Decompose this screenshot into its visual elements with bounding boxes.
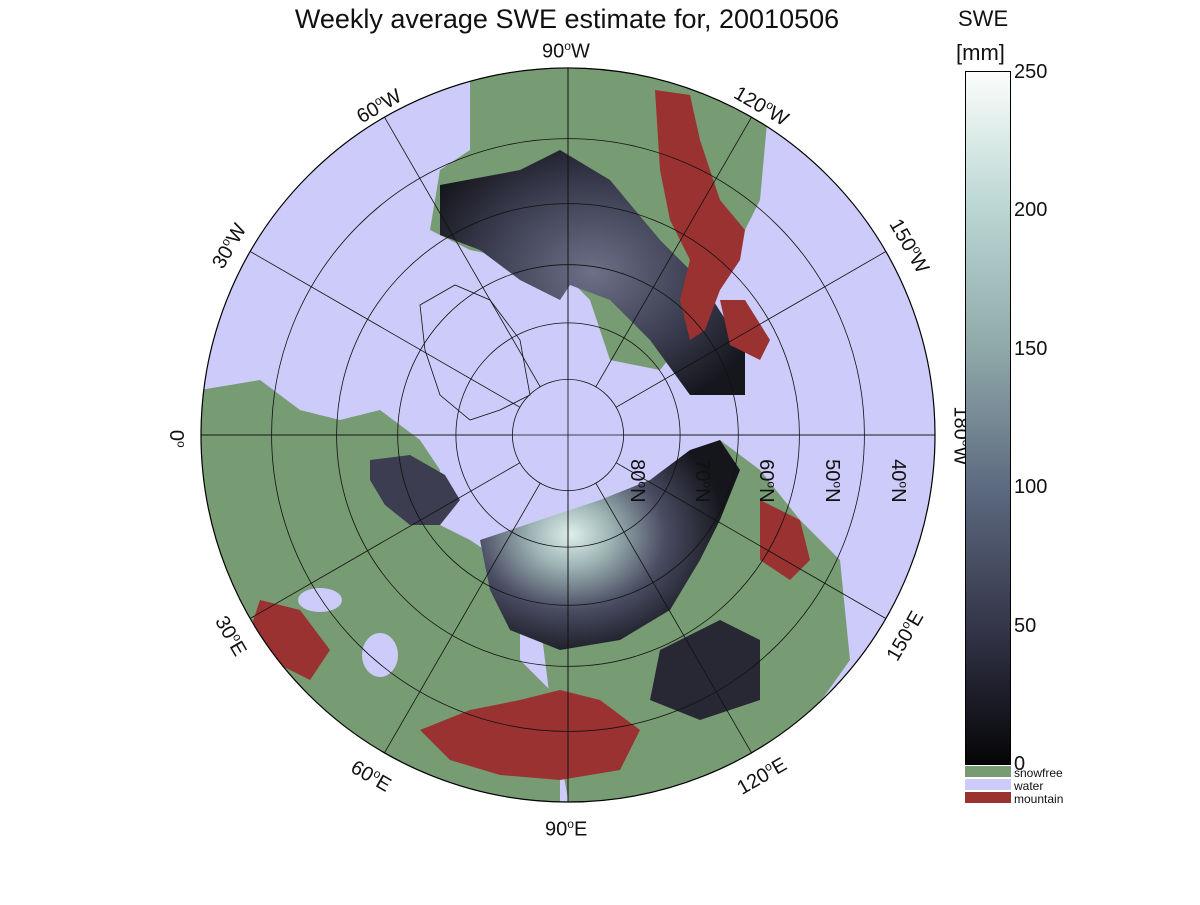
legend-swatch-mountain bbox=[965, 792, 1011, 803]
meridian-line bbox=[595, 482, 752, 754]
lon-label-90e: 90oE bbox=[545, 817, 588, 841]
snow-scandinavia bbox=[370, 455, 460, 525]
land-greenland bbox=[419, 284, 531, 421]
lat-label-60n: 60oN bbox=[754, 459, 779, 503]
snow-north-america bbox=[440, 150, 745, 395]
sea-caspian bbox=[362, 633, 398, 677]
meridian-line bbox=[384, 116, 541, 388]
mountain-east-asia bbox=[760, 500, 810, 580]
legend-swatch-snowfree bbox=[965, 766, 1011, 777]
legend-label-mountain: mountain bbox=[1014, 792, 1064, 806]
lon-label-0: 0o bbox=[165, 429, 189, 448]
globe-outline bbox=[200, 67, 936, 803]
colorbar-tick-50: 50 bbox=[1014, 615, 1037, 637]
colorbar-tick-100: 100 bbox=[1014, 476, 1048, 498]
legend-label-water: water bbox=[1014, 779, 1044, 793]
snow-siberia-east bbox=[650, 620, 760, 720]
colorbar-title-line2: [mm] bbox=[956, 40, 1005, 65]
land-europe bbox=[201, 380, 560, 802]
colorbar-title-line1: SWE bbox=[958, 6, 1009, 31]
colorbar-tick-250: 250 bbox=[1014, 61, 1048, 83]
lat-label-40n: 40oN bbox=[886, 459, 911, 503]
meridian-line bbox=[384, 482, 541, 754]
legend-swatch-water bbox=[965, 779, 1011, 790]
mountain-central-asia bbox=[420, 690, 640, 780]
legend-label-snowfree: snowfree bbox=[1014, 766, 1063, 780]
meridian-line bbox=[615, 251, 887, 408]
mountain-rockies bbox=[655, 90, 745, 340]
mountain-alaska bbox=[720, 300, 770, 360]
map-title: Weekly average SWE estimate for, 2001050… bbox=[294, 4, 840, 34]
colorbar-tick-150: 150 bbox=[1014, 338, 1048, 360]
meridian-line bbox=[249, 251, 521, 408]
colorbar-tick-200: 200 bbox=[1014, 199, 1048, 221]
meridian-line bbox=[249, 462, 521, 619]
colorbar-tick-0: 0 bbox=[1014, 753, 1026, 775]
lat-label-50n: 50oN bbox=[820, 459, 845, 503]
lon-label-90w: 90oW bbox=[542, 39, 590, 63]
meridian-line bbox=[615, 462, 887, 619]
snow-eurasia bbox=[480, 440, 740, 650]
graticule bbox=[201, 68, 935, 802]
colorbar bbox=[965, 71, 1011, 765]
sea-black bbox=[298, 588, 342, 612]
lat-label-80n: 80oN bbox=[625, 459, 650, 503]
meridian-line bbox=[595, 116, 752, 388]
lat-label-70n: 70oN bbox=[690, 459, 715, 503]
